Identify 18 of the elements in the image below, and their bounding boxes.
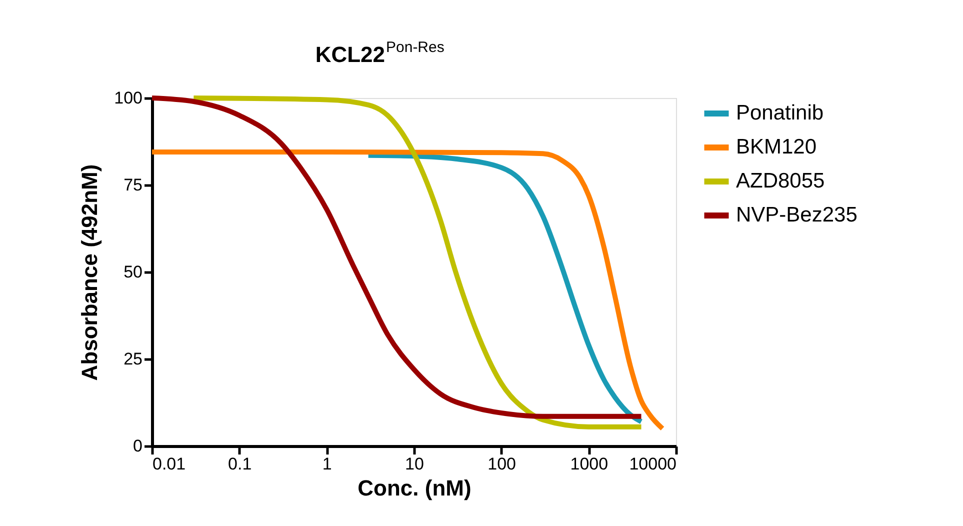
legend-label: AZD8055 — [736, 170, 825, 192]
y-tick-label: 75 — [124, 176, 142, 194]
x-tick-label: 10 — [405, 454, 424, 474]
x-tick-label: 1 — [322, 454, 332, 474]
x-tick-label: 1000 — [570, 454, 608, 474]
x-tick-label: 10000 — [629, 454, 676, 474]
legend-label: NVP-Bez235 — [736, 204, 858, 226]
x-tick-label: 0.1 — [228, 454, 252, 474]
y-tick-label: 0 — [133, 436, 142, 456]
y-tick-label: 25 — [124, 350, 142, 368]
legend-label: Ponatinib — [736, 102, 824, 124]
y-axis-title: Absorbance (492nM) — [77, 164, 102, 381]
y-tick-label: 100 — [114, 88, 142, 108]
x-tick-label: 0.01 — [152, 454, 186, 474]
y-tick-label: 50 — [124, 262, 142, 282]
x-axis-title: Conc. (nM) — [358, 476, 472, 500]
legend-label: BKM120 — [736, 136, 817, 158]
x-tick-label: 100 — [488, 454, 516, 474]
